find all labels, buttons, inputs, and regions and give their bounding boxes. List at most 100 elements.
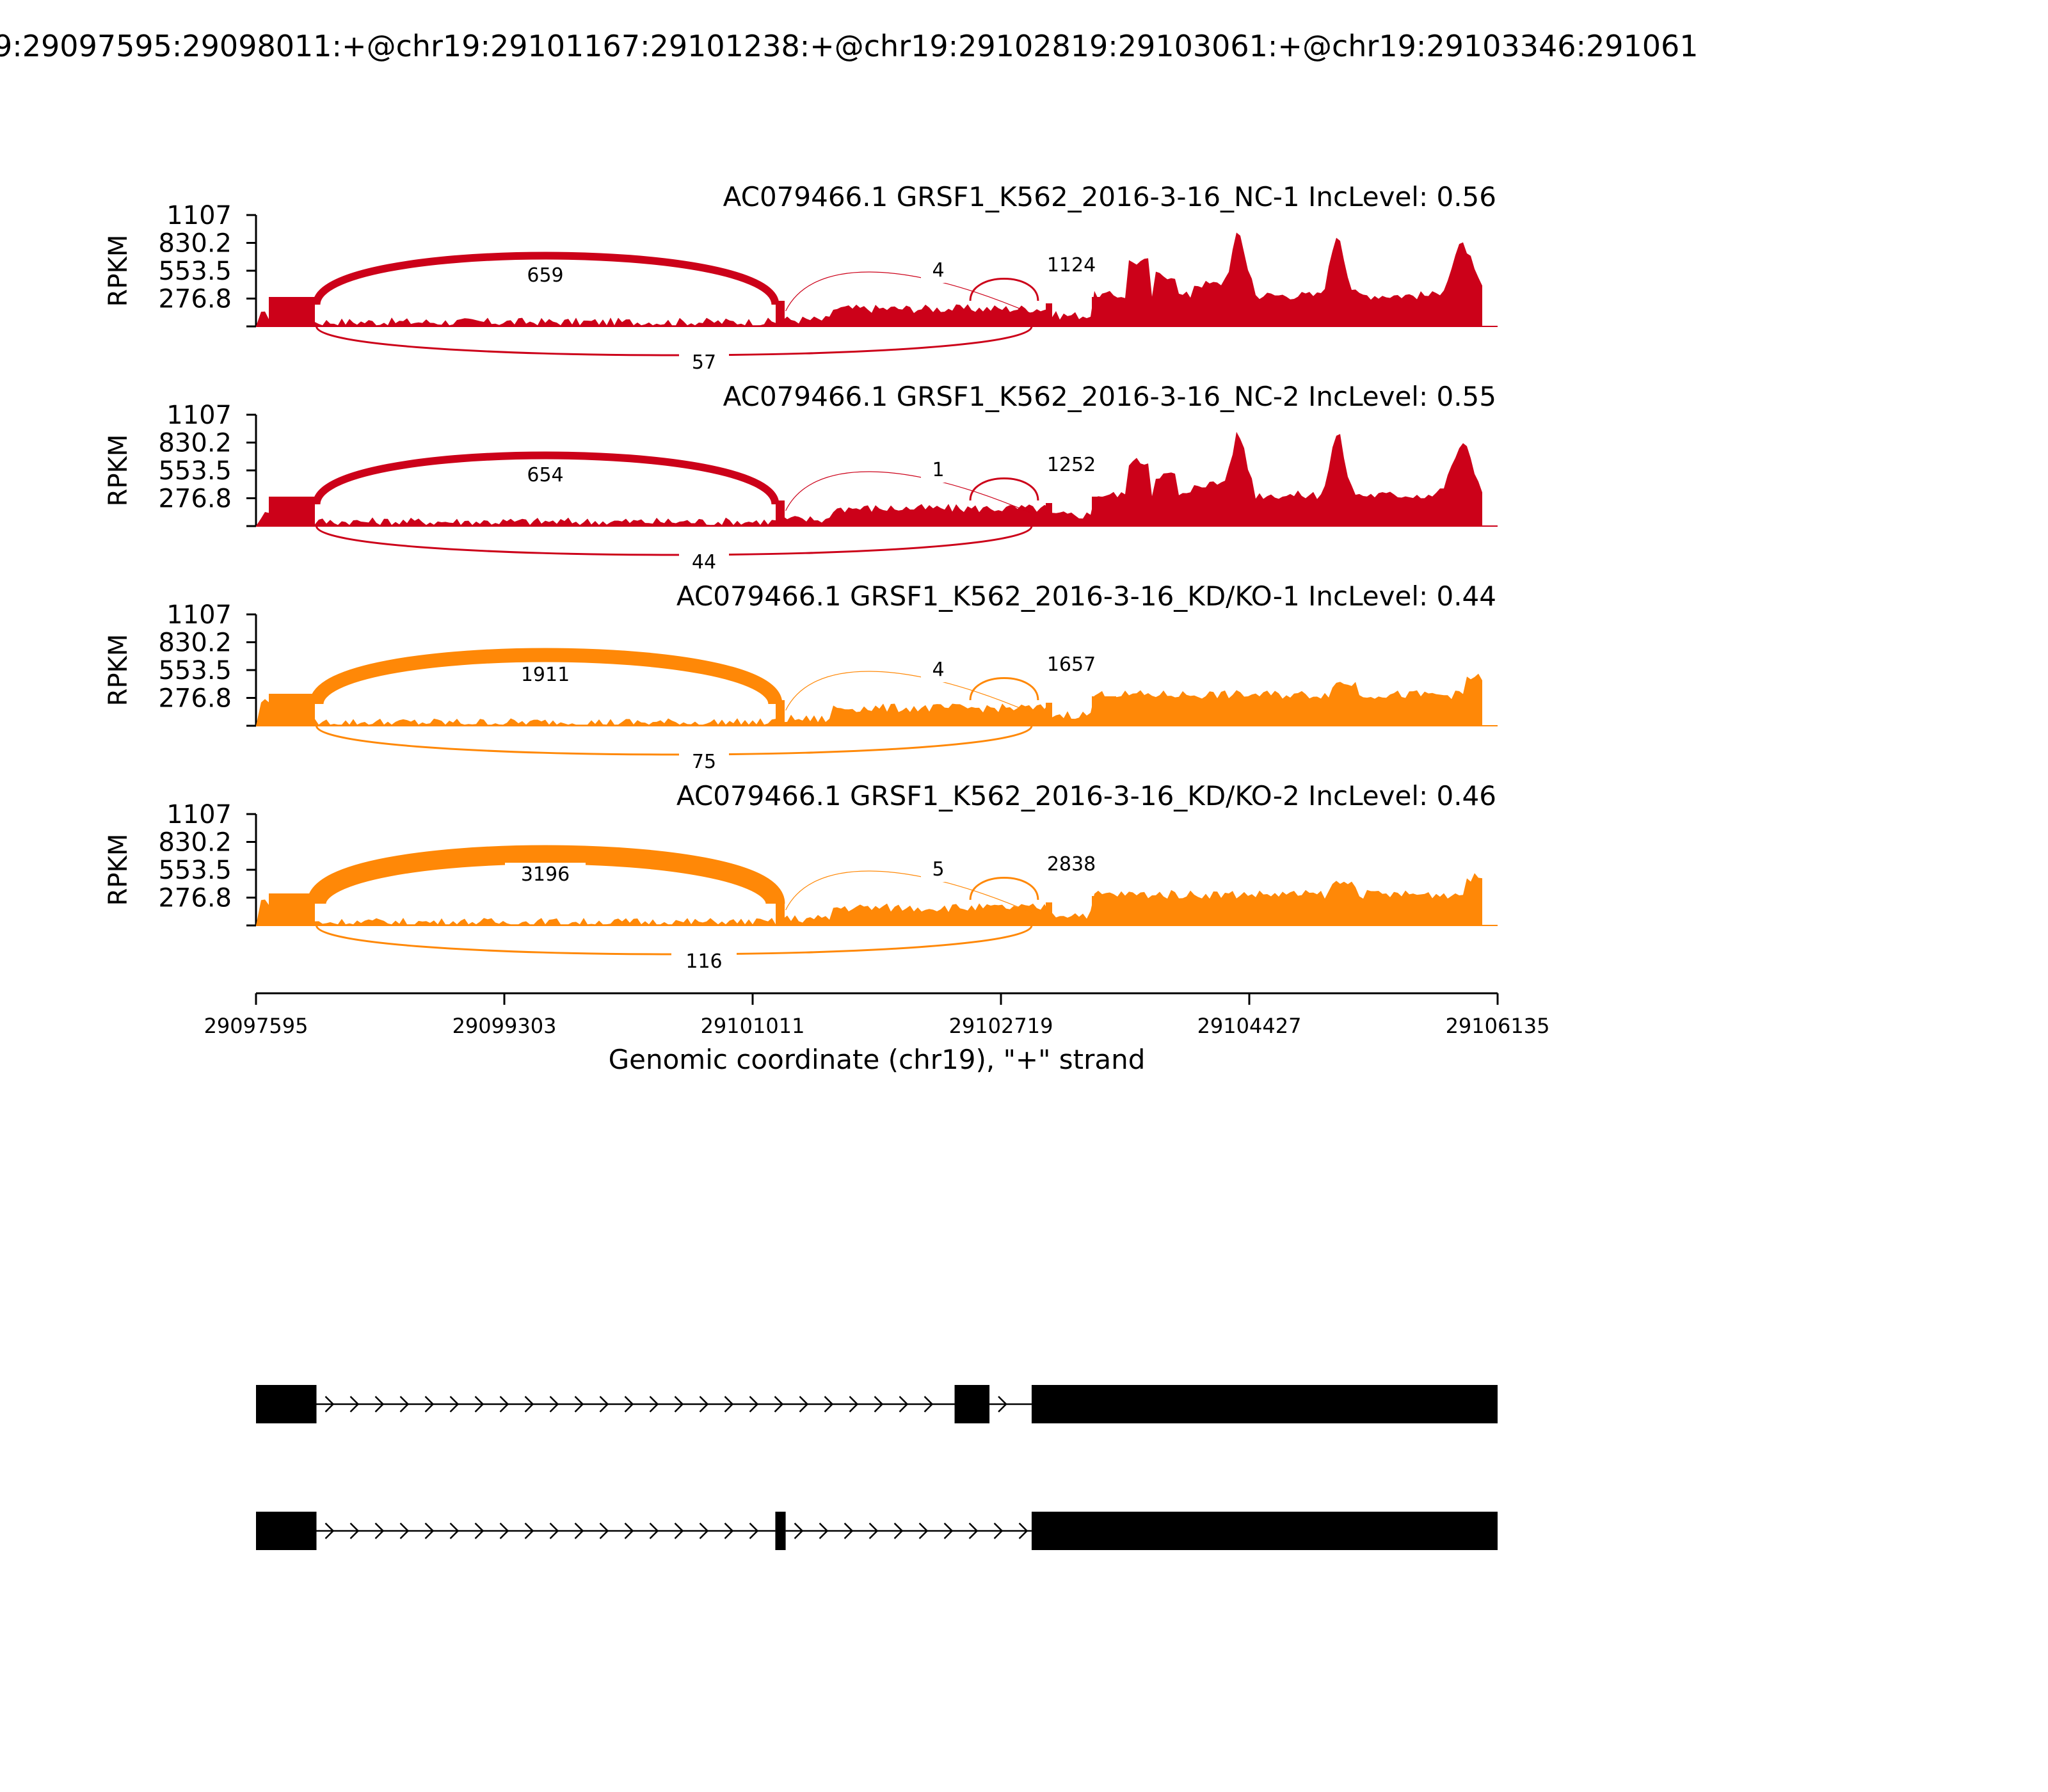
- strand-arrow: [699, 1523, 709, 1539]
- exon-coverage-block: [1046, 703, 1052, 726]
- chart-title: 9:29097595:29098011:+@chr19:29101167:291…: [0, 29, 1699, 63]
- strand-arrow: [924, 1396, 934, 1412]
- exon-coverage-block: [1092, 497, 1116, 526]
- exon-coverage-block: [269, 297, 315, 326]
- y-tick-label: 1107: [166, 201, 232, 230]
- strand-arrow: [499, 1396, 509, 1412]
- x-tick-label: 29101011: [701, 1014, 805, 1038]
- junction-label-bg: [679, 750, 729, 774]
- strand-arrow: [474, 1523, 484, 1539]
- junction-arc: [785, 671, 1032, 714]
- strand-arrow: [649, 1523, 659, 1539]
- x-tick-label: 29099303: [452, 1014, 557, 1038]
- strand-arrow: [799, 1396, 809, 1412]
- y-tick-label: 1107: [166, 800, 232, 829]
- strand-arrow: [749, 1396, 759, 1412]
- junction-label-bg: [1031, 653, 1112, 677]
- coverage-area: [256, 873, 1482, 925]
- junction-arc: [785, 471, 1032, 514]
- exon-coverage-block: [1092, 896, 1116, 925]
- strand-arrow: [424, 1523, 435, 1539]
- coverage-area: [256, 232, 1482, 326]
- y-axis-label: RPKM: [104, 435, 133, 507]
- exon-coverage-block: [776, 301, 785, 326]
- junction-arc: [969, 877, 1039, 900]
- strand-arrow: [674, 1523, 684, 1539]
- strand-arrow: [449, 1523, 460, 1539]
- exon-coverage-block: [269, 893, 315, 925]
- y-tick-label: 830.2: [158, 229, 232, 259]
- exon-coverage-block: [269, 694, 315, 726]
- junction-arc: [969, 677, 1039, 701]
- strand-arrow: [649, 1396, 659, 1412]
- junction-arc: [969, 477, 1039, 501]
- junction-arc: [307, 845, 785, 906]
- y-axis-label: RPKM: [104, 834, 133, 906]
- junction-count-label: 2838: [1047, 853, 1096, 876]
- strand-arrow: [524, 1396, 534, 1412]
- strand-arrow: [574, 1523, 584, 1539]
- strand-arrow: [724, 1396, 734, 1412]
- strand-arrow: [474, 1396, 484, 1412]
- strand-arrow: [824, 1396, 834, 1412]
- y-tick-label: 830.2: [158, 828, 232, 858]
- y-axis-label: RPKM: [104, 634, 133, 707]
- panel-title: AC079466.1 GRSF1_K562_2016-3-16_KD/KO-1 …: [676, 580, 1496, 612]
- junction-arc: [316, 725, 1033, 756]
- strand-arrow: [324, 1523, 335, 1539]
- exon-coverage-block: [776, 900, 785, 925]
- junction-arc: [969, 278, 1039, 301]
- junction-count-label: 4: [932, 659, 944, 681]
- exon-block: [775, 1512, 786, 1550]
- exon-coverage-block: [1092, 297, 1116, 326]
- strand-arrow: [374, 1396, 385, 1412]
- junction-arc: [785, 271, 1032, 314]
- y-tick-label: 276.8: [158, 484, 232, 514]
- strand-arrow: [724, 1523, 734, 1539]
- strand-arrow: [918, 1523, 929, 1539]
- exon-coverage-block: [269, 497, 315, 526]
- isoform-2: [256, 1512, 1498, 1550]
- exon-block: [256, 1512, 317, 1550]
- junction-arc: [309, 648, 783, 706]
- strand-arrow: [819, 1523, 829, 1539]
- junction-label-bg: [1031, 253, 1112, 278]
- strand-arrow: [399, 1523, 410, 1539]
- junction-label-bg: [1031, 852, 1112, 877]
- junction-count-label: 3196: [521, 863, 570, 886]
- exon-block: [1031, 1512, 1498, 1550]
- exon-block: [256, 1385, 317, 1423]
- exon-coverage-block: [776, 500, 785, 526]
- junction-count-label: 1911: [521, 664, 570, 686]
- strand-arrow: [849, 1396, 859, 1412]
- junction-count-label: 4: [932, 259, 944, 282]
- junction-label-bg: [513, 463, 578, 488]
- strand-arrow: [943, 1523, 954, 1539]
- junction-count-label: 44: [692, 551, 716, 573]
- strand-arrow: [549, 1396, 559, 1412]
- strand-arrow: [499, 1523, 509, 1539]
- strand-arrow: [324, 1396, 335, 1412]
- junction-label-bg: [921, 259, 956, 283]
- y-tick-label: 553.5: [158, 656, 232, 685]
- strand-arrow: [349, 1523, 360, 1539]
- strand-arrow: [874, 1396, 884, 1412]
- x-tick-label: 29102719: [949, 1014, 1053, 1038]
- strand-arrow: [699, 1396, 709, 1412]
- panel-title: AC079466.1 GRSF1_K562_2016-3-16_NC-2 Inc…: [723, 381, 1496, 412]
- strand-arrow: [574, 1396, 584, 1412]
- junction-label-bg: [505, 863, 586, 887]
- strand-arrow: [893, 1523, 904, 1539]
- panel-title: AC079466.1 GRSF1_K562_2016-3-16_NC-1 Inc…: [723, 181, 1496, 212]
- junction-label-bg: [679, 550, 729, 575]
- junction-arc: [316, 326, 1033, 356]
- junction-label-bg: [505, 663, 586, 687]
- y-tick-label: 1107: [166, 600, 232, 630]
- x-tick-label: 29104427: [1197, 1014, 1302, 1038]
- strand-arrow: [599, 1396, 609, 1412]
- junction-count-label: 1252: [1047, 454, 1096, 476]
- strand-arrow: [374, 1523, 385, 1539]
